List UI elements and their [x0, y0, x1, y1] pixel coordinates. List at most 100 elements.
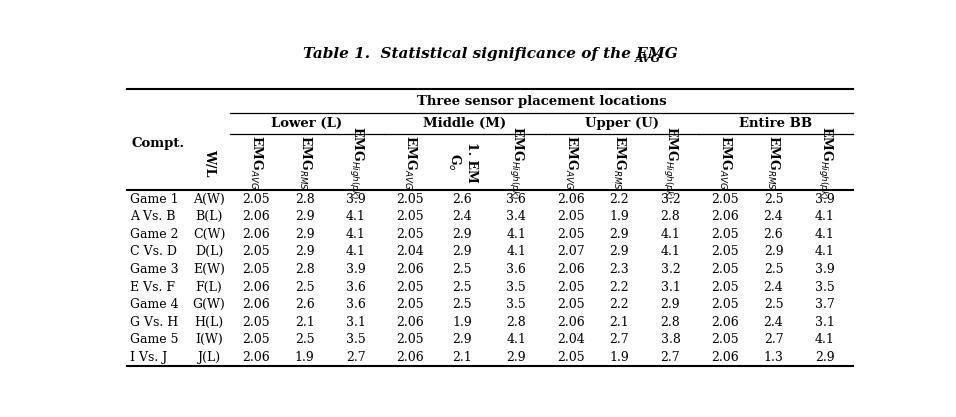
Text: 3.6: 3.6	[507, 193, 526, 206]
Text: 2.4: 2.4	[764, 210, 783, 223]
Text: 2.05: 2.05	[397, 210, 424, 223]
Text: 3.9: 3.9	[346, 263, 366, 276]
Text: 3.9: 3.9	[815, 263, 835, 276]
Text: 3.2: 3.2	[661, 193, 681, 206]
Text: 2.8: 2.8	[507, 316, 526, 329]
Text: 2.05: 2.05	[711, 246, 739, 259]
Text: 3.1: 3.1	[346, 316, 366, 329]
Text: 4.1: 4.1	[346, 210, 366, 223]
Text: E(W): E(W)	[193, 263, 225, 276]
Text: 2.5: 2.5	[452, 298, 472, 311]
Text: 2.5: 2.5	[764, 193, 783, 206]
Text: 3.6: 3.6	[507, 263, 526, 276]
Text: C(W): C(W)	[193, 228, 226, 241]
Text: J(L): J(L)	[198, 351, 221, 364]
Text: 2.9: 2.9	[507, 351, 526, 364]
Text: EMG$_{RMS}$: EMG$_{RMS}$	[611, 135, 627, 190]
Text: 1.9: 1.9	[610, 351, 629, 364]
Text: 2.7: 2.7	[764, 334, 783, 347]
Text: 2.05: 2.05	[711, 334, 739, 347]
Text: EMG$_{RMS}$: EMG$_{RMS}$	[766, 135, 782, 190]
Text: EMG$_{AVG}$: EMG$_{AVG}$	[402, 135, 418, 189]
Text: C Vs. D: C Vs. D	[130, 246, 177, 259]
Text: 2.05: 2.05	[397, 228, 424, 241]
Text: 2.4: 2.4	[764, 316, 783, 329]
Text: 2.6: 2.6	[764, 228, 783, 241]
Text: 2.06: 2.06	[711, 210, 739, 223]
Text: 4.1: 4.1	[661, 228, 681, 241]
Text: 4.1: 4.1	[815, 228, 835, 241]
Text: H(L): H(L)	[195, 316, 224, 329]
Text: 2.05: 2.05	[397, 281, 424, 294]
Text: 2.1: 2.1	[452, 351, 472, 364]
Text: 3.5: 3.5	[346, 334, 366, 347]
Text: 2.4: 2.4	[452, 210, 472, 223]
Text: G Vs. H: G Vs. H	[130, 316, 178, 329]
Text: 2.06: 2.06	[242, 298, 270, 311]
Text: 2.8: 2.8	[661, 316, 681, 329]
Text: 4.1: 4.1	[507, 246, 526, 259]
Text: 2.05: 2.05	[242, 193, 270, 206]
Text: Game 5: Game 5	[130, 334, 179, 347]
Text: 2.5: 2.5	[452, 263, 472, 276]
Text: I(W): I(W)	[195, 334, 223, 347]
Text: 3.6: 3.6	[346, 281, 366, 294]
Text: 2.3: 2.3	[610, 263, 629, 276]
Text: 2.05: 2.05	[242, 316, 270, 329]
Text: 4.1: 4.1	[815, 246, 835, 259]
Text: Middle (M): Middle (M)	[423, 117, 506, 130]
Text: 2.06: 2.06	[711, 351, 739, 364]
Text: Game 4: Game 4	[130, 298, 179, 311]
Text: 1.3: 1.3	[764, 351, 784, 364]
Text: EMG$_{AVG}$: EMG$_{AVG}$	[562, 135, 578, 189]
Text: 2.06: 2.06	[242, 228, 270, 241]
Text: 2.2: 2.2	[610, 298, 629, 311]
Text: 2.7: 2.7	[661, 351, 681, 364]
Text: 2.05: 2.05	[397, 193, 424, 206]
Text: 2.1: 2.1	[610, 316, 629, 329]
Text: Lower (L): Lower (L)	[272, 117, 342, 130]
Text: 2.05: 2.05	[556, 298, 584, 311]
Text: 2.9: 2.9	[452, 228, 472, 241]
Text: 2.7: 2.7	[346, 351, 365, 364]
Text: 2.06: 2.06	[396, 351, 424, 364]
Text: 2.9: 2.9	[294, 210, 315, 223]
Text: 3.9: 3.9	[346, 193, 366, 206]
Text: 3.9: 3.9	[815, 193, 835, 206]
Text: 2.05: 2.05	[711, 281, 739, 294]
Text: 4.1: 4.1	[507, 334, 526, 347]
Text: 2.2: 2.2	[610, 281, 629, 294]
Text: 1.9: 1.9	[452, 316, 472, 329]
Text: 2.2: 2.2	[610, 193, 629, 206]
Text: 2.05: 2.05	[556, 281, 584, 294]
Text: 1.9: 1.9	[294, 351, 315, 364]
Text: 2.9: 2.9	[815, 351, 835, 364]
Text: 3.5: 3.5	[507, 298, 526, 311]
Text: 2.5: 2.5	[294, 334, 315, 347]
Text: Game 1: Game 1	[130, 193, 179, 206]
Text: 1.9: 1.9	[610, 210, 629, 223]
Text: Entire BB: Entire BB	[739, 117, 813, 130]
Text: 2.5: 2.5	[452, 281, 472, 294]
Text: 2.7: 2.7	[610, 334, 629, 347]
Text: 2.05: 2.05	[711, 263, 739, 276]
Text: 4.1: 4.1	[346, 228, 366, 241]
Text: 2.9: 2.9	[294, 246, 315, 259]
Text: 2.06: 2.06	[242, 210, 270, 223]
Text: 2.5: 2.5	[764, 298, 783, 311]
Text: 2.05: 2.05	[397, 298, 424, 311]
Text: 2.9: 2.9	[610, 246, 629, 259]
Text: 2.05: 2.05	[556, 351, 584, 364]
Text: 4.1: 4.1	[507, 228, 526, 241]
Text: 2.9: 2.9	[610, 228, 629, 241]
Text: 2.9: 2.9	[294, 228, 315, 241]
Text: EMG$_{AVG}$: EMG$_{AVG}$	[717, 135, 733, 189]
Text: Three sensor placement locations: Three sensor placement locations	[417, 95, 666, 108]
Text: EMG$_{High(pk)}$: EMG$_{High(pk)}$	[508, 126, 525, 199]
Text: 2.6: 2.6	[452, 193, 472, 206]
Text: 2.05: 2.05	[397, 334, 424, 347]
Text: EMG$_{High(pk)}$: EMG$_{High(pk)}$	[815, 126, 834, 199]
Text: F(L): F(L)	[196, 281, 223, 294]
Text: 4.1: 4.1	[815, 210, 835, 223]
Text: 2.06: 2.06	[711, 316, 739, 329]
